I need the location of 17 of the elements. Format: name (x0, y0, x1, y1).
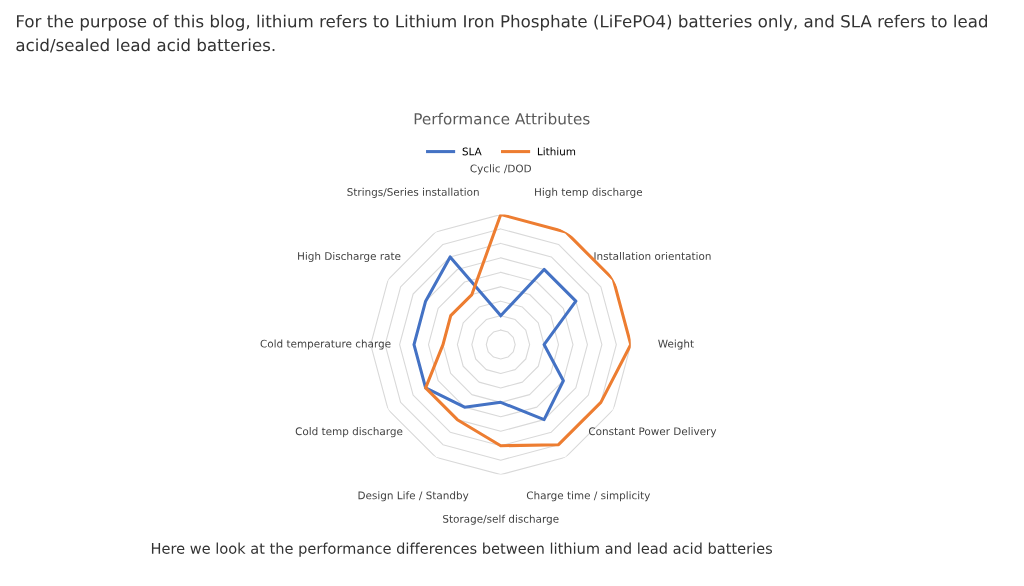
text: Here we look at the performance differences between lithium and lead acid batteries (151, 542, 773, 557)
spoke-label: Constant Power Delivery (588, 427, 717, 438)
spoke-label: Storage/self discharge (443, 514, 559, 525)
spoke-label: Design Life / Standby (358, 491, 469, 502)
spoke-label: Cold temp discharge (295, 427, 403, 438)
spoke-label: Weight (658, 339, 694, 350)
legend-label: SLA (462, 147, 482, 156)
spoke-label: Installation orientation (594, 251, 711, 260)
spoke-label: Cold temperature charge (260, 339, 391, 350)
spoke-label: High temp discharge (535, 187, 643, 198)
chart-title: Performance Attributes (414, 112, 590, 125)
text: For the purpose of this blog, lithium refers to Lithium Iron Phosphate (LiFePO4) batteries only, and SLA refers to lead acid/sealed lead acid batteries. (16, 14, 987, 53)
spoke-label: Charge time / simplicity (526, 491, 651, 502)
spoke-label: Cyclic /DOD (470, 164, 531, 175)
spoke-label: High Discharge rate (298, 251, 401, 263)
spoke-label: Strings/Series installation (347, 187, 479, 198)
legend-label: Lithium (537, 147, 576, 156)
